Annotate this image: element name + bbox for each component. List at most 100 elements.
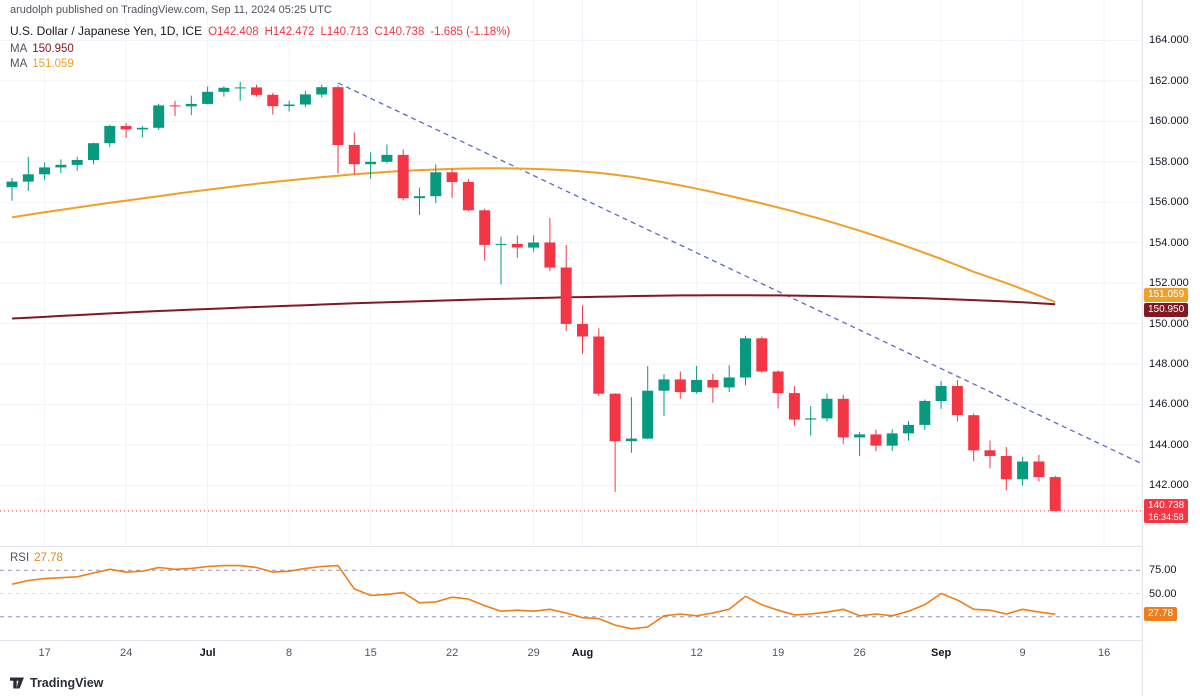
candle [837, 394, 849, 444]
candle [365, 152, 377, 179]
time-tick-label: Jul [199, 647, 216, 659]
price-scale[interactable]: 164.000 162.000 160.000 158.000 156.000 154.0… [1142, 0, 1200, 696]
time-tick-label: 22 [445, 647, 459, 659]
downtrend-line [337, 82, 1142, 465]
candle [185, 95, 197, 116]
candle [1033, 454, 1045, 482]
candle [625, 397, 637, 453]
candle [88, 142, 99, 165]
candle [870, 429, 882, 452]
price-tick-label: 148.000 [1149, 358, 1189, 370]
candle [854, 432, 866, 457]
time-tick-label: Aug [571, 647, 594, 659]
candle [462, 178, 474, 212]
candle [316, 84, 328, 98]
price-tick-label: 150.000 [1149, 317, 1189, 330]
ohlc-token: -1.685 (-1.18%) [430, 26, 511, 38]
candle [136, 125, 148, 138]
ma-slow-price-badge: 150.950 [1144, 303, 1189, 318]
candle [805, 406, 817, 436]
tradingview-brand-text: TradingView [30, 676, 104, 690]
time-tick-label: 15 [364, 647, 377, 659]
ohlc-token: C140.738 [374, 26, 425, 38]
candle [821, 393, 833, 422]
rsi-label: RSI [10, 552, 30, 564]
candle [218, 86, 230, 97]
candle [544, 217, 556, 271]
candle [234, 81, 246, 101]
chart-legend: arudolph published on TradingView.com, S… [10, 4, 510, 73]
candle [723, 365, 735, 392]
candle [348, 132, 360, 175]
candle [169, 100, 181, 117]
candle [251, 84, 262, 97]
candle [267, 92, 279, 115]
tradingview-logo-link[interactable]: TradingView [9, 675, 103, 691]
candle [55, 159, 67, 174]
candle [202, 86, 214, 105]
candle [479, 208, 491, 261]
rsi-chart[interactable] [0, 547, 1142, 640]
time-tick-label: 16 [1097, 647, 1111, 659]
candle [332, 85, 344, 174]
candle [707, 373, 719, 403]
last-price-badge: 140.738 16:34:58 [1144, 498, 1189, 523]
candle [658, 374, 670, 416]
rsi-value: 27.78 [34, 552, 63, 564]
time-axis[interactable]: 17 24 Jul 8 15 22 29 Aug 12 19 26 Sep 9 16 [0, 641, 1142, 671]
candle [1000, 447, 1012, 491]
price-tick-label: 156.000 [1149, 196, 1189, 209]
rsi-line [11, 564, 1056, 630]
candle [609, 393, 621, 492]
candle [642, 366, 654, 440]
price-chart[interactable] [0, 0, 1142, 546]
price-tick-label: 162.000 [1149, 74, 1189, 87]
price-tick-label: 154.000 [1149, 236, 1189, 249]
candle [381, 144, 393, 164]
panel-separator [0, 546, 1200, 547]
candle [104, 124, 116, 148]
candle [6, 177, 18, 201]
candle [299, 90, 311, 107]
candle [919, 399, 931, 430]
bar-countdown: 16:34:58 [1148, 511, 1184, 522]
rsi-legend-row: RSI 27.78 [10, 552, 63, 564]
ma-legend-rows: MA 150.950 MA 151.059 [10, 43, 510, 70]
candle [414, 187, 425, 216]
candle [1049, 475, 1061, 512]
time-tick-label: 24 [119, 647, 133, 659]
candle [495, 236, 507, 285]
candle [397, 149, 409, 201]
ohlc-token: O142.408 [208, 26, 259, 38]
candle [511, 235, 523, 258]
candle [788, 386, 800, 426]
time-tick-label: 12 [690, 647, 703, 659]
candle [153, 103, 165, 131]
ma-legend-row: MA 151.059 [10, 58, 74, 70]
candle [984, 440, 996, 469]
time-tick-label: 29 [527, 647, 540, 659]
ma-legend-row: MA 150.950 [10, 43, 74, 55]
candle [577, 305, 588, 354]
candle [430, 164, 442, 204]
candle [740, 335, 751, 386]
candle [903, 421, 914, 441]
candle [39, 162, 51, 180]
attribution-text: arudolph published on TradingView.com, S… [10, 4, 332, 16]
ohlc-token: H142.472 [264, 26, 315, 38]
candle [691, 365, 703, 394]
candle [22, 156, 34, 191]
candle [446, 168, 458, 198]
time-tick-label: 17 [38, 647, 51, 659]
time-tick-label: Sep [931, 647, 952, 659]
ohlc-values: O142.408 H142.472 L140.713 C140.738 -1.685 (… [202, 24, 510, 38]
axis-separator [0, 640, 1200, 641]
candle [528, 235, 540, 252]
candles-layer [6, 81, 1061, 512]
ma-slow-line [11, 294, 1056, 320]
candle [120, 122, 132, 138]
time-tick-label: 19 [771, 647, 785, 659]
price-tick-label: 164.000 [1149, 34, 1189, 47]
candle [283, 100, 295, 112]
